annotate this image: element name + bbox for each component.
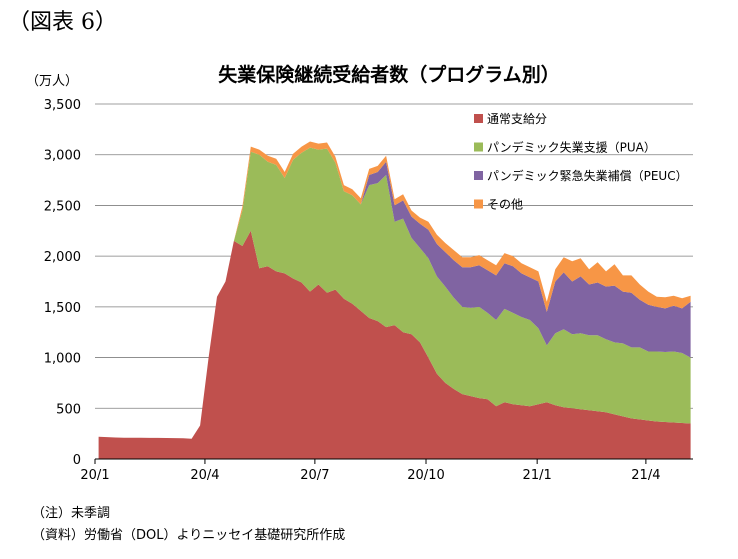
x-tick-label: 20/4 [190, 468, 219, 483]
stacked-area-chart: 0 500 1,000 1,500 2,000 2,500 3,000 3,500 20/1 20… [44, 98, 693, 483]
y-tick-label: 2,500 [44, 199, 81, 214]
legend-label: その他 [487, 198, 523, 212]
y-tick-label: 1,000 [44, 352, 81, 367]
legend-swatch [474, 142, 483, 152]
x-tick-label: 21/1 [523, 468, 552, 483]
legend-swatch [474, 171, 483, 180]
y-axis-unit-label: （万人） [26, 74, 79, 89]
x-tick-label: 20/1 [80, 468, 109, 483]
chart-title: 失業保険継続受給者数（プログラム別） [218, 64, 560, 86]
x-tick-label: 20/10 [407, 468, 444, 483]
legend-label: 通常支給分 [487, 112, 547, 126]
series-area-2 [98, 147, 691, 439]
y-tick-label: 2,000 [44, 250, 81, 265]
note-unadjusted: （注）未季調 [32, 506, 111, 521]
y-tick-label: 500 [56, 402, 81, 417]
series-area-3 [98, 141, 691, 439]
series-area-0 [98, 230, 691, 459]
figure-label: （図表 6） [8, 10, 117, 35]
x-tick-label: 20/7 [300, 468, 329, 483]
y-tick-label: 3,500 [44, 98, 81, 113]
y-tick-label: 3,000 [44, 149, 81, 164]
chart-axes: 0 500 1,000 1,500 2,000 2,500 3,000 3,500 20/1 20… [44, 98, 693, 483]
chart-series-areas [98, 141, 691, 459]
series-area-1 [98, 147, 691, 439]
y-tick-label: 0 [73, 453, 81, 468]
legend-swatch [474, 114, 483, 123]
legend-swatch [474, 199, 483, 209]
y-tick-label: 1,500 [44, 301, 81, 316]
legend-label: パンデミック緊急失業補償（PEUC） [487, 168, 688, 183]
note-source: （資料）労働省（DOL）よりニッセイ基礎研究所作成 [32, 528, 346, 543]
legend-label: パンデミック失業支援（PUA） [487, 140, 656, 155]
x-tick-label: 21/4 [631, 468, 660, 483]
